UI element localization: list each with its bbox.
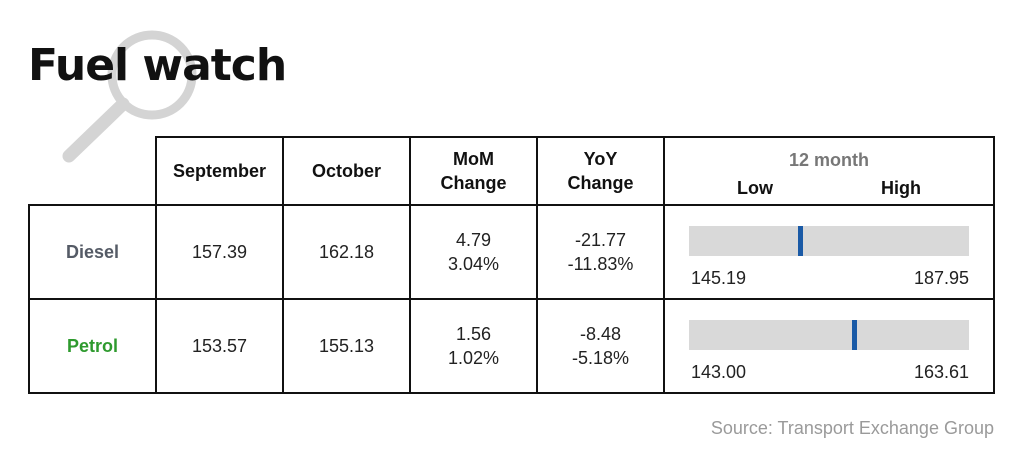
col-header-12-month: 12 month Low High: [663, 136, 995, 206]
source-note: Source: Transport Exchange Group: [710, 418, 994, 438]
range-high-value: 163.61: [913, 362, 969, 382]
yoy-change-abs: -8.48: [579, 324, 622, 344]
mom-change-pct: 3.04%: [447, 254, 500, 274]
col-header-september: September: [155, 136, 284, 206]
yoy-change-pct: -11.83%: [567, 254, 634, 274]
row-label-diesel: Diesel: [28, 204, 157, 300]
mom-change-abs: 4.79: [455, 230, 492, 250]
october-value: 162.18: [282, 204, 411, 300]
september-value: 157.39: [155, 204, 284, 300]
yoy-change-pct: -5.18%: [571, 348, 630, 368]
mom-change-cell: 4.79 3.04%: [409, 204, 538, 300]
yoy-change-cell: -8.48 -5.18%: [536, 298, 665, 394]
range-low-label: Low: [737, 178, 773, 198]
yoy-header-line1: YoY: [583, 149, 618, 169]
col-header-mom: MoM Change: [409, 136, 538, 206]
corner-cell: [29, 137, 157, 206]
range-title: 12 month: [788, 150, 869, 170]
range-bar: [689, 226, 969, 256]
range-low-value: 143.00: [691, 362, 747, 382]
current-value-marker: [851, 320, 857, 350]
header-row: September October MoM Change YoY Change …: [29, 136, 995, 206]
range-cell: 143.00 163.61: [663, 298, 995, 394]
yoy-header-line2: Change: [567, 173, 634, 193]
col-header-yoy: YoY Change: [536, 136, 665, 206]
row-label-petrol: Petrol: [28, 298, 157, 394]
range-high-value: 187.95: [913, 268, 969, 288]
current-value-marker: [798, 226, 804, 256]
page-title: Fuel watch: [28, 40, 287, 91]
september-value: 153.57: [155, 298, 284, 394]
mom-change-abs: 1.56: [455, 324, 492, 344]
yoy-change-abs: -21.77: [574, 230, 627, 250]
mom-change-cell: 1.56 1.02%: [409, 298, 538, 394]
table-row-diesel: Diesel 157.39 162.18 4.79 3.04% -21.77 -…: [28, 204, 995, 300]
mom-header-line1: MoM: [453, 149, 494, 169]
yoy-change-cell: -21.77 -11.83%: [536, 204, 665, 300]
range-low-value: 145.19: [691, 268, 747, 288]
mom-header-line2: Change: [440, 173, 507, 193]
mom-change-pct: 1.02%: [447, 348, 500, 368]
range-cell: 145.19 187.95: [663, 204, 995, 300]
magnifying-glass-icon: [62, 30, 197, 163]
col-header-october: October: [282, 136, 411, 206]
range-high-label: High: [881, 178, 921, 198]
october-value: 155.13: [282, 298, 411, 394]
fuel-price-table: September October MoM Change YoY Change …: [28, 136, 995, 394]
table-row-petrol: Petrol 153.57 155.13 1.56 1.02% -8.48 -5…: [28, 298, 995, 394]
range-bar: [689, 320, 969, 350]
